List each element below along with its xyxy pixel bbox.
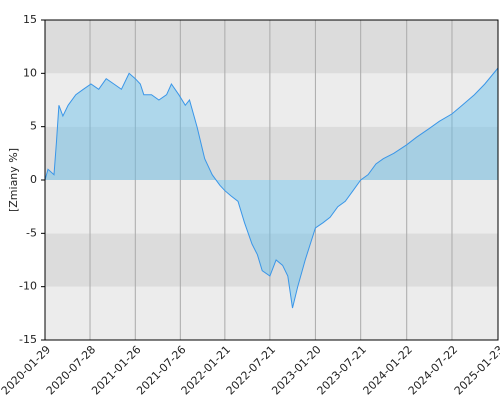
band [45, 73, 498, 127]
y-tick-label: 0 [30, 173, 37, 186]
area [45, 68, 498, 308]
band [45, 20, 498, 74]
plot-frame [44, 19, 499, 341]
band [45, 233, 498, 287]
band [45, 286, 498, 340]
y-tick-label: -10 [19, 280, 37, 293]
y-tick-label: -5 [26, 226, 37, 239]
y-tick-label: -15 [19, 333, 37, 346]
band [45, 126, 498, 180]
y-tick-label: 5 [30, 120, 37, 133]
y-tick-label: 10 [23, 66, 37, 79]
y-tick-label: 15 [23, 13, 37, 26]
y-axis-label: [Zmiany %] [7, 148, 20, 212]
line [44, 67, 499, 309]
band [45, 180, 498, 234]
